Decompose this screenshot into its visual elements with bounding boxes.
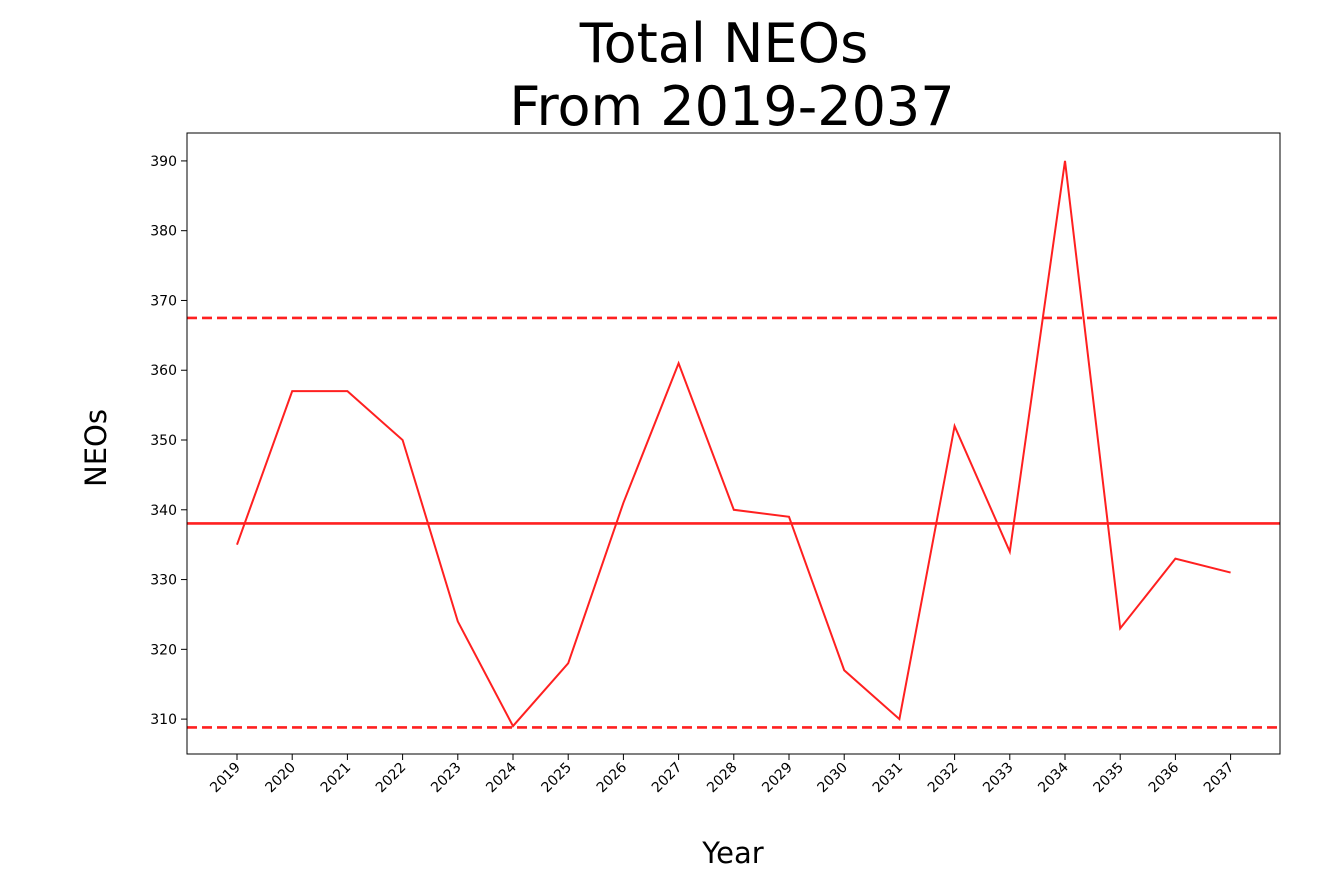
x-tick-label: 2033 xyxy=(980,760,1017,797)
data-point xyxy=(1009,551,1011,553)
data-point xyxy=(291,390,293,392)
y-tick-label: 350 xyxy=(150,433,177,449)
chart-title-line-2: From 2019-2037 xyxy=(509,75,954,138)
data-point xyxy=(512,725,514,727)
data-point xyxy=(733,509,735,511)
x-tick-label: 2030 xyxy=(815,760,852,797)
data-point xyxy=(1119,627,1121,629)
y-tick-label: 390 xyxy=(150,154,177,170)
data-point xyxy=(402,439,404,441)
x-tick-label: 2023 xyxy=(428,760,465,797)
y-tick-label: 370 xyxy=(150,293,177,309)
x-tick-label: 2032 xyxy=(925,760,962,797)
x-tick-label: 2036 xyxy=(1146,759,1183,796)
x-tick-label: 2019 xyxy=(207,760,244,797)
y-axis-label: NEOs xyxy=(79,409,113,487)
data-points xyxy=(236,160,1232,727)
y-tick-label: 320 xyxy=(150,642,177,658)
y-tick-label: 360 xyxy=(150,363,177,379)
data-point xyxy=(567,662,569,664)
x-axis-ticks: 2019 2020 2021 2022 2023 2024 2025 2026 2027 2028… xyxy=(207,754,1237,796)
chart-title-line-1: Total NEOs xyxy=(579,12,868,75)
x-tick-label: 2021 xyxy=(318,760,355,797)
data-point xyxy=(1174,558,1176,560)
x-tick-label: 2034 xyxy=(1035,759,1072,796)
data-point xyxy=(678,362,680,364)
x-tick-label: 2024 xyxy=(483,759,520,796)
x-tick-label: 2037 xyxy=(1201,760,1238,797)
data-point xyxy=(236,544,238,546)
data-point xyxy=(1230,572,1232,574)
data-point xyxy=(1064,160,1066,162)
x-tick-label: 2025 xyxy=(539,760,576,797)
data-point xyxy=(788,516,790,518)
plot-frame xyxy=(186,132,1281,755)
x-tick-label: 2029 xyxy=(759,760,796,797)
data-point xyxy=(346,390,348,392)
data-series xyxy=(236,160,1231,728)
x-tick-label: 2026 xyxy=(594,759,631,796)
data-point xyxy=(457,620,459,622)
x-tick-label: 2027 xyxy=(649,760,686,797)
data-point xyxy=(898,718,900,720)
x-tick-label: 2020 xyxy=(263,760,300,797)
reference-lines xyxy=(187,316,1280,729)
data-point xyxy=(622,502,624,504)
x-tick-label: 2028 xyxy=(704,760,741,797)
x-tick-label: 2022 xyxy=(373,760,410,797)
x-axis-label: Year xyxy=(701,836,763,870)
x-tick-label: 2031 xyxy=(870,760,907,797)
y-tick-label: 380 xyxy=(150,224,177,240)
y-axis-ticks: 310 320 330 340 350 360 370 380 390 xyxy=(150,154,187,728)
y-tick-label: 310 xyxy=(150,712,177,728)
y-tick-label: 330 xyxy=(150,573,177,589)
data-point xyxy=(954,425,956,427)
x-tick-label: 2035 xyxy=(1091,760,1128,797)
data-point xyxy=(843,669,845,671)
y-tick-label: 340 xyxy=(150,503,177,519)
series-line xyxy=(236,160,1231,728)
